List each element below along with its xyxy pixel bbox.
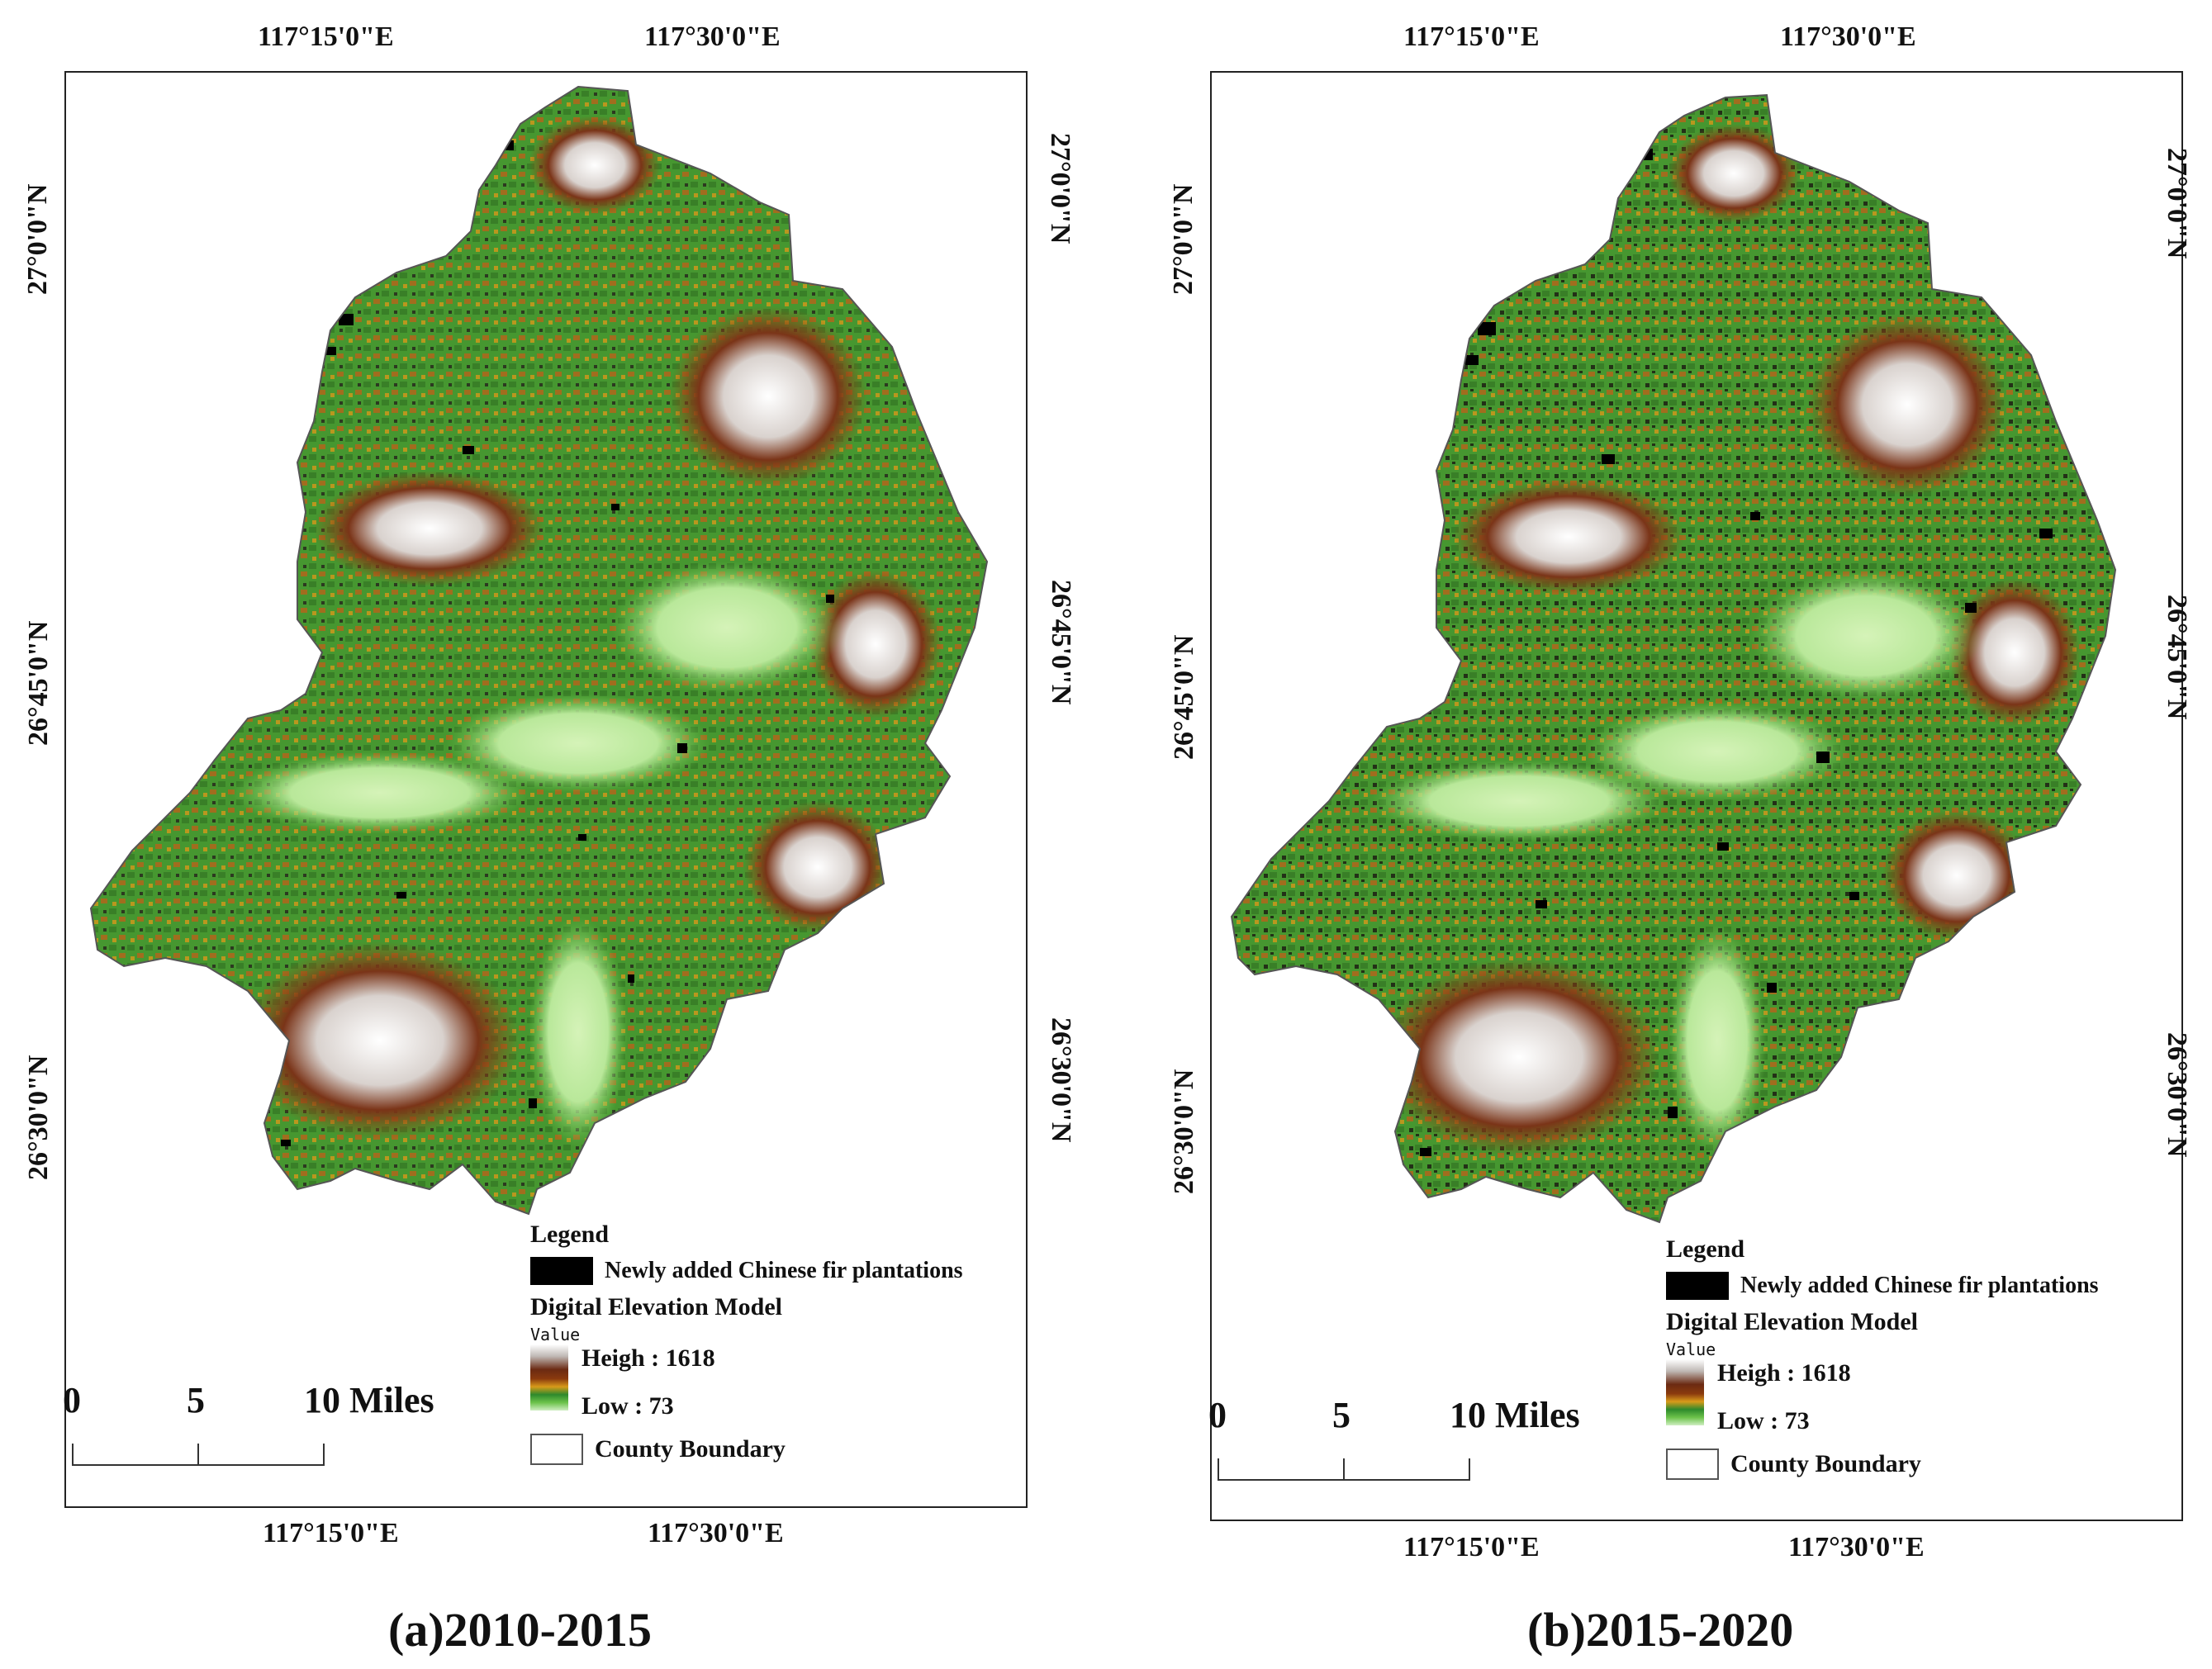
fir-label: Newly added Chinese fir plantations: [1740, 1273, 2099, 1298]
bottom-lon-label-2: 117°30'0"E: [1788, 1532, 1925, 1562]
left-lat-label-1: 27°0'0"N: [1168, 183, 1199, 295]
map-drawing-a: [90, 86, 988, 1215]
dem-title: Digital Elevation Model: [1666, 1308, 1918, 1335]
bottom-lon-label-1: 117°15'0"E: [1403, 1532, 1540, 1562]
scale-5: 5: [1332, 1395, 1350, 1435]
scale-0: 0: [1208, 1395, 1227, 1435]
scale-line: [1218, 1458, 1470, 1481]
boundary-swatch: [1666, 1449, 1719, 1480]
top-lon-label-1: 117°15'0"E: [258, 21, 394, 52]
right-lat-label-3: 26°30'0"N: [1046, 1017, 1076, 1143]
fir-label: Newly added Chinese fir plantations: [605, 1258, 963, 1283]
left-lat-label-3: 26°30'0"N: [1169, 1069, 1199, 1194]
panel-b: 117°15'0"E 117°30'0"E 117°15'0"E 117°30'…: [1106, 0, 2212, 1657]
left-lat-label-2: 26°45'0"N: [23, 620, 54, 746]
caption-b: (b)2015-2020: [1527, 1603, 1794, 1657]
legend-title: Legend: [1666, 1235, 1745, 1263]
low-label: Low : 73: [1717, 1407, 1810, 1434]
high-label: Heigh : 1618: [581, 1344, 715, 1372]
top-lon-label-1: 117°15'0"E: [1403, 21, 1540, 52]
left-lat-label-2: 26°45'0"N: [1169, 634, 1199, 760]
boundary-label: County Boundary: [1730, 1450, 1921, 1477]
dem-title: Digital Elevation Model: [530, 1293, 782, 1321]
right-lat-label-1: 27°0'0"N: [1045, 133, 1075, 244]
fir-swatch: [1666, 1272, 1729, 1300]
scale-line: [72, 1444, 325, 1466]
panel-a: 117°15'0"E 117°30'0"E 117°15'0"E 117°30'…: [0, 0, 1106, 1657]
scale-bar-b: 0 5 10 Miles: [1208, 1394, 1641, 1493]
scale-5: 5: [187, 1380, 205, 1420]
caption-a: (a)2010-2015: [388, 1603, 652, 1657]
bottom-lon-label-1: 117°15'0"E: [263, 1518, 399, 1548]
low-label: Low : 73: [581, 1392, 674, 1420]
fir-swatch: [530, 1257, 593, 1285]
right-lat-label-1: 27°0'0"N: [2162, 148, 2192, 259]
elevation-ramp: [530, 1344, 568, 1411]
elevation-ramp: [1666, 1359, 1704, 1425]
boundary-label: County Boundary: [595, 1435, 786, 1463]
boundary-swatch: [530, 1434, 583, 1465]
right-lat-label-2: 26°45'0"N: [1046, 580, 1076, 705]
legend-title: Legend: [530, 1221, 610, 1248]
scale-10: 10 Miles: [304, 1380, 434, 1420]
scale-10: 10 Miles: [1450, 1395, 1580, 1435]
legend-a: Legend Newly added Chinese fir plantatio…: [530, 1221, 1026, 1465]
value-label: Value: [1666, 1339, 1716, 1359]
high-label: Heigh : 1618: [1717, 1359, 1851, 1387]
bottom-lon-label-2: 117°30'0"E: [648, 1518, 784, 1548]
left-lat-label-1: 27°0'0"N: [22, 183, 53, 295]
value-label: Value: [530, 1325, 581, 1344]
left-lat-label-3: 26°30'0"N: [23, 1055, 54, 1180]
map-drawing-b: [1231, 94, 2116, 1223]
right-lat-label-3: 26°30'0"N: [2162, 1032, 2192, 1158]
scale-0: 0: [63, 1380, 81, 1420]
top-lon-label-2: 117°30'0"E: [644, 21, 781, 52]
top-lon-label-2: 117°30'0"E: [1780, 21, 1916, 52]
right-lat-label-2: 26°45'0"N: [2162, 595, 2192, 720]
scale-bar-a: 0 5 10 Miles: [63, 1379, 496, 1478]
legend-b: Legend Newly added Chinese fir plantatio…: [1666, 1235, 2162, 1480]
